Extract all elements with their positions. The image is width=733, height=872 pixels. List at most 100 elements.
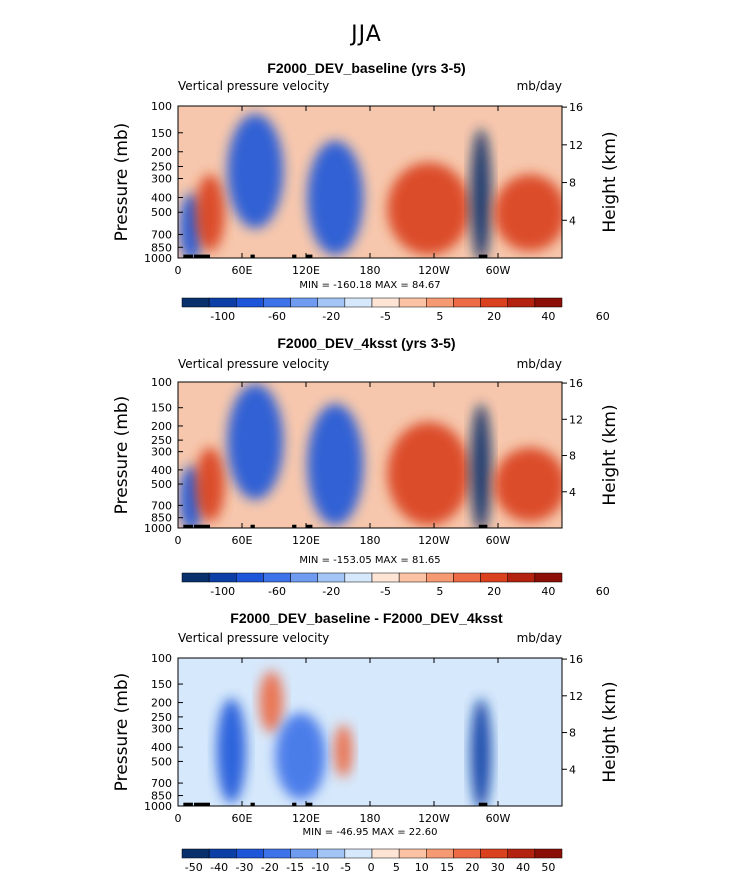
x-tick-label: 180: [360, 264, 381, 277]
y-right-tick-label: 16: [569, 101, 583, 114]
panel-2-field: [179, 384, 562, 528]
y-tick-label: 400: [151, 464, 172, 477]
colorbar-label: 5: [436, 310, 443, 323]
panel-3: Vertical pressure velocity mb/day10015020…: [112, 631, 620, 872]
x-tick-label: 60E: [232, 264, 253, 277]
colorbar-label: -5: [340, 861, 351, 872]
panel-1-feature: [227, 114, 284, 229]
panel-1-feature: [470, 128, 492, 258]
y-right-tick-label: 4: [569, 486, 576, 499]
y-tick-label: 850: [151, 241, 172, 254]
panel-1-ylabel: Pressure (mb): [112, 123, 132, 242]
panel-2: Vertical pressure velocity mb/day 100 150 20…: [112, 357, 620, 598]
colorbar-swatch: [208, 848, 237, 859]
colorbar-label: 40: [516, 861, 530, 872]
colorbar-swatch: [344, 572, 373, 583]
colorbar-swatch: [371, 297, 400, 308]
topography-mark: [306, 254, 313, 258]
panel-2-frame: [177, 381, 563, 529]
figure-title: JJA: [351, 22, 382, 47]
colorbar-swatch: [507, 848, 536, 859]
y-tick-label: 150: [151, 402, 172, 415]
y-tick-label: 700: [151, 777, 172, 790]
colorbar-label: -100: [210, 585, 235, 598]
y-tick-label: 250: [151, 434, 172, 447]
colorbar-label: -10: [311, 861, 329, 872]
y-tick-label: 700: [151, 499, 172, 512]
colorbar-swatch: [181, 848, 210, 859]
colorbar-swatch: [507, 572, 536, 583]
colorbar-label: -60: [268, 310, 286, 323]
y-right-tick-label: 8: [569, 177, 576, 190]
panel-2-ylabel: Pressure (mb): [112, 396, 132, 515]
panel-2-title: F2000_DEV_4ksst (yrs 3-5): [277, 335, 456, 351]
x-tick-label: 120W: [418, 534, 450, 547]
colorbar-swatch: [426, 572, 454, 583]
y-tick-label: 300: [151, 446, 172, 459]
colorbar-swatch: [398, 848, 427, 859]
panel-2-feature: [195, 447, 225, 522]
panel-3-units-label: mb/day: [517, 631, 562, 645]
colorbar-swatch: [480, 297, 508, 308]
colorbar-swatch: [181, 572, 210, 583]
colorbar-swatch: [480, 848, 508, 859]
x-tick-label: 60W: [486, 264, 511, 277]
y-tick-label: 100: [151, 376, 172, 389]
panel-3-feature: [259, 670, 284, 733]
y-tick-label: 850: [151, 790, 172, 803]
colorbar-label: -60: [268, 585, 286, 598]
y-right-tick-label: 12: [569, 139, 583, 152]
colorbar-label: -100: [210, 310, 235, 323]
colorbar-swatch: [534, 297, 563, 308]
colorbar-label: 50: [541, 861, 555, 872]
panel-1-units-label: mb/day: [517, 79, 562, 93]
panel-3-feature: [470, 698, 492, 806]
y-tick-label: 100: [151, 100, 172, 113]
colorbar-label: 20: [465, 861, 479, 872]
topography-mark: [478, 524, 488, 528]
topography-mark: [194, 254, 202, 258]
colorbar-label: -20: [322, 310, 340, 323]
y-tick-label: 150: [151, 127, 172, 140]
colorbar-swatch: [534, 848, 563, 859]
colorbar-label: 20: [487, 585, 501, 598]
colorbar-swatch: [236, 297, 264, 308]
panel-1-ylabel-right: Height (km): [600, 131, 620, 232]
x-tick-label: 120W: [418, 264, 450, 277]
x-tick-label: 60W: [486, 534, 511, 547]
panel-2-feature: [179, 465, 204, 528]
panel-3-ylabel-right: Height (km): [600, 681, 620, 782]
y-tick-label: 200: [151, 420, 172, 433]
y-tick-label: 300: [151, 173, 172, 186]
panel-2-field-background: [178, 382, 562, 528]
colorbar-label: -15: [286, 861, 304, 872]
colorbar-label: 60: [596, 310, 610, 323]
panel-2-feature: [387, 421, 470, 526]
y-right-tick-label: 8: [569, 450, 576, 463]
panel-1-feature: [494, 174, 562, 252]
x-tick-label: 180: [360, 812, 381, 825]
colorbar-label: 30: [491, 861, 505, 872]
colorbar-label: 60: [596, 585, 610, 598]
y-tick-label: 300: [151, 723, 172, 736]
colorbar-label: 20: [487, 310, 501, 323]
y-right-tick-label: 12: [569, 690, 583, 703]
colorbar-label: 5: [393, 861, 400, 872]
colorbar-label: 15: [440, 861, 454, 872]
colorbar-label: -50: [185, 861, 203, 872]
y-right-tick-label: 16: [569, 653, 583, 666]
panel-2-ylabel-right: Height (km): [600, 404, 620, 505]
topography-mark: [250, 254, 255, 258]
panel-3-title: F2000_DEV_baseline - F2000_DEV_4ksst: [230, 610, 503, 626]
y-tick-label: 200: [151, 146, 172, 159]
colorbar-swatch: [426, 297, 454, 308]
topography-mark: [292, 254, 297, 258]
panel-1: Vertical pressure velocity mb/day 100 150 20…: [112, 79, 620, 323]
panel-2-feature: [494, 447, 562, 522]
panel-2-variable-label: Vertical pressure velocity: [178, 357, 329, 371]
topography-mark: [250, 524, 255, 528]
colorbar-swatch: [317, 297, 346, 308]
panel-1-title: F2000_DEV_baseline (yrs 3-5): [267, 60, 466, 76]
colorbar-label: -40: [210, 861, 228, 872]
